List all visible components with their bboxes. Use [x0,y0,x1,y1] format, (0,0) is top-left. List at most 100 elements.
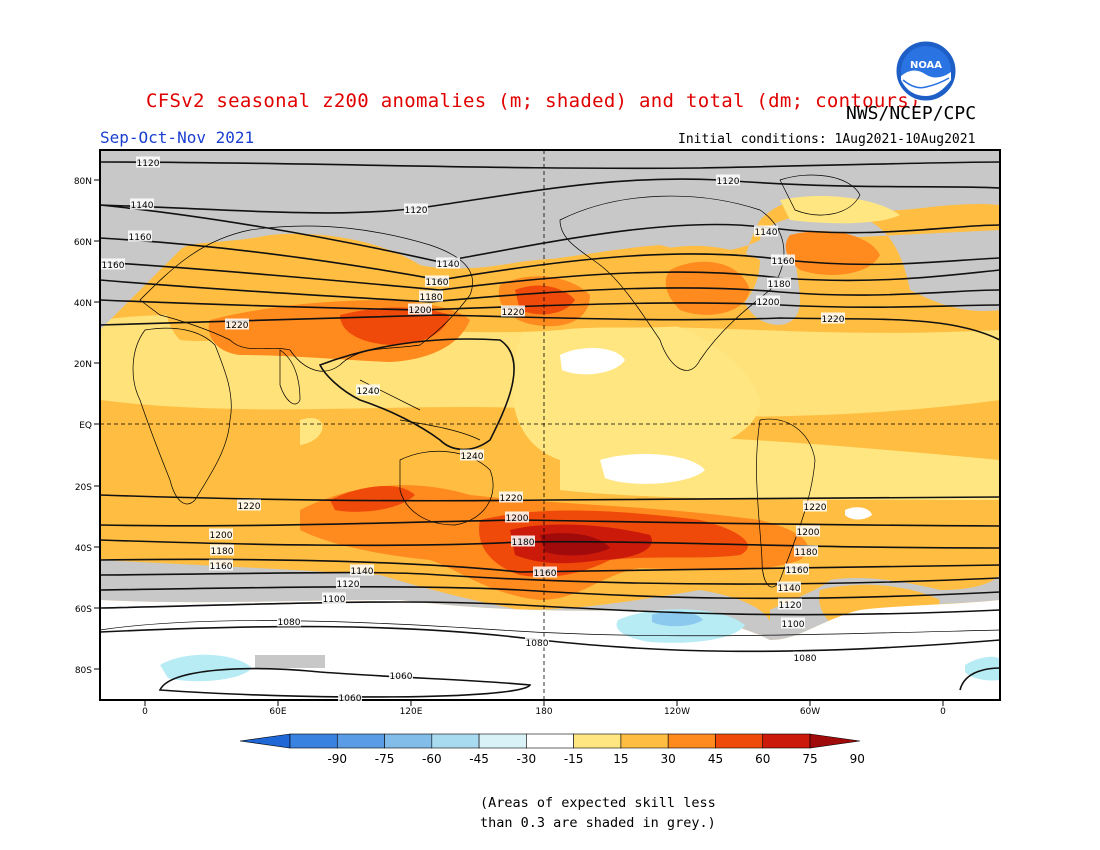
contour-label: 1140 [131,201,154,211]
lat-tick-eq: EQ [79,421,92,431]
colorbar-segment [478,733,527,749]
colorbar: -90 -75 -60 -45 -30 -15 15 30 45 60 75 90 [239,733,865,766]
coast-africa [132,327,232,505]
colorbar-tick-label: -90 [327,752,347,766]
contour-labels: 1120 1120 1120 1140 1140 1160 1160 1160 1140 1160… [101,156,845,704]
coastlines [100,174,1000,637]
contour-label: 1060 [339,694,362,704]
contour-label-bg [419,290,443,302]
contour-label-bg [794,545,818,557]
contour-label-bg [277,615,301,627]
colorbar-tick-label: -45 [469,752,489,766]
contour-label-bg [716,174,740,186]
contour-label: 1080 [278,618,301,628]
contour-label: 1160 [426,278,449,288]
colorbar-segment [573,733,622,749]
lon-tick-0-east: 0 [940,707,946,717]
contour-1100-south [100,601,1000,616]
contour-label: 1120 [717,177,740,187]
contour-label: 1220 [804,503,827,513]
contour-label-bg [210,544,234,556]
lat-tick-40s: 40S [75,544,92,554]
contour-1240 [318,338,515,451]
contour-label-bg [796,525,820,537]
contour-label: 1120 [337,580,360,590]
lat-tick-60n: 60N [74,238,92,248]
lat-tick-60s: 60S [75,605,92,615]
colorbar-segment [762,733,811,749]
contour-1220-north [100,314,1000,341]
contour-label-bg [101,258,125,270]
contour-label: 1180 [512,538,535,548]
contour-label: 1240 [357,387,380,397]
lat-tick-80n: 80N [74,177,92,187]
contour-label: 1180 [420,293,443,303]
contour-label: 1180 [768,280,791,290]
contour-label: 1180 [211,547,234,557]
noaa-logo-icon: NOAA [895,40,957,102]
noaa-logo-text: NOAA [910,60,942,71]
colorbar-arrow-low [239,733,291,749]
contour-label-bg [209,528,233,540]
lon-tick-120w: 120W [664,707,690,717]
initial-conditions-label: Initial conditions: 1Aug2021-10Aug2021 [678,132,976,147]
coast-eurasia [139,225,473,372]
contour-label-bg [209,559,233,571]
contour-label: 1220 [226,321,249,331]
contour-label: 1080 [794,654,817,664]
colorbar-segment [620,733,669,749]
contour-label-bg [777,581,801,593]
shade-white-npacific [560,348,625,375]
lon-tick-0: 0 [142,707,148,717]
contour-label: 1200 [757,298,780,308]
contour-label: 1160 [786,566,809,576]
colorbar-tick-label: -30 [517,752,537,766]
contour-label-bg [785,563,809,575]
contour-label-bg [499,491,523,503]
contour-label-bg [525,636,549,648]
contour-label: 1200 [409,306,432,316]
chart-title: CFSv2 seasonal z200 anomalies (m; shaded… [146,90,921,112]
contour-label-bg [803,500,827,512]
contour-label-bg [501,305,525,317]
colorbar-segment [336,733,385,749]
contour-1140 [100,204,1000,263]
contour-label-bg [781,617,805,629]
contour-label-bg [771,254,795,266]
contour-label-bg [778,598,802,610]
longitude-axis: 0 60E 120E 180 120W 60W 0 [142,700,946,717]
contour-label: 1200 [797,528,820,538]
shade-maroon-south [540,533,610,556]
contour-label: 1160 [772,257,795,267]
colorbar-segment [526,733,574,749]
contour-label-bg [338,691,362,703]
colorbar-tick-label: 15 [613,752,628,766]
contour-label: 1120 [137,159,160,169]
map-frame [99,149,1001,701]
lat-tick-20n: 20N [74,360,92,370]
contour-label-bg [336,577,360,589]
contour-label-bg [322,592,346,604]
colorbar-tick-label: 60 [755,752,770,766]
colorbar-tick-label: -60 [422,752,442,766]
contour-label-bg [128,230,152,242]
height-contours [100,161,1000,698]
contour-label: 1160 [210,562,233,572]
coast-australia [399,450,494,526]
contour-label-bg [425,275,449,287]
contour-label: 1060 [390,672,413,682]
lon-tick-60w: 60W [800,707,820,717]
contour-label-bg [136,156,160,168]
colorbar-tick-label: 30 [661,752,676,766]
contour-1060b [959,667,1000,691]
contour-1120a [100,161,1000,170]
contour-label-bg [767,277,791,289]
colorbar-tick-label: 45 [708,752,723,766]
colorbar-tick-label: -15 [564,752,584,766]
colorbar-segment [715,733,764,749]
lon-tick-180: 180 [535,707,552,717]
contour-label: 1240 [461,452,484,462]
lat-tick-80s: 80S [75,666,92,676]
contour-label: 1160 [129,233,152,243]
contour-label-bg [436,257,460,269]
